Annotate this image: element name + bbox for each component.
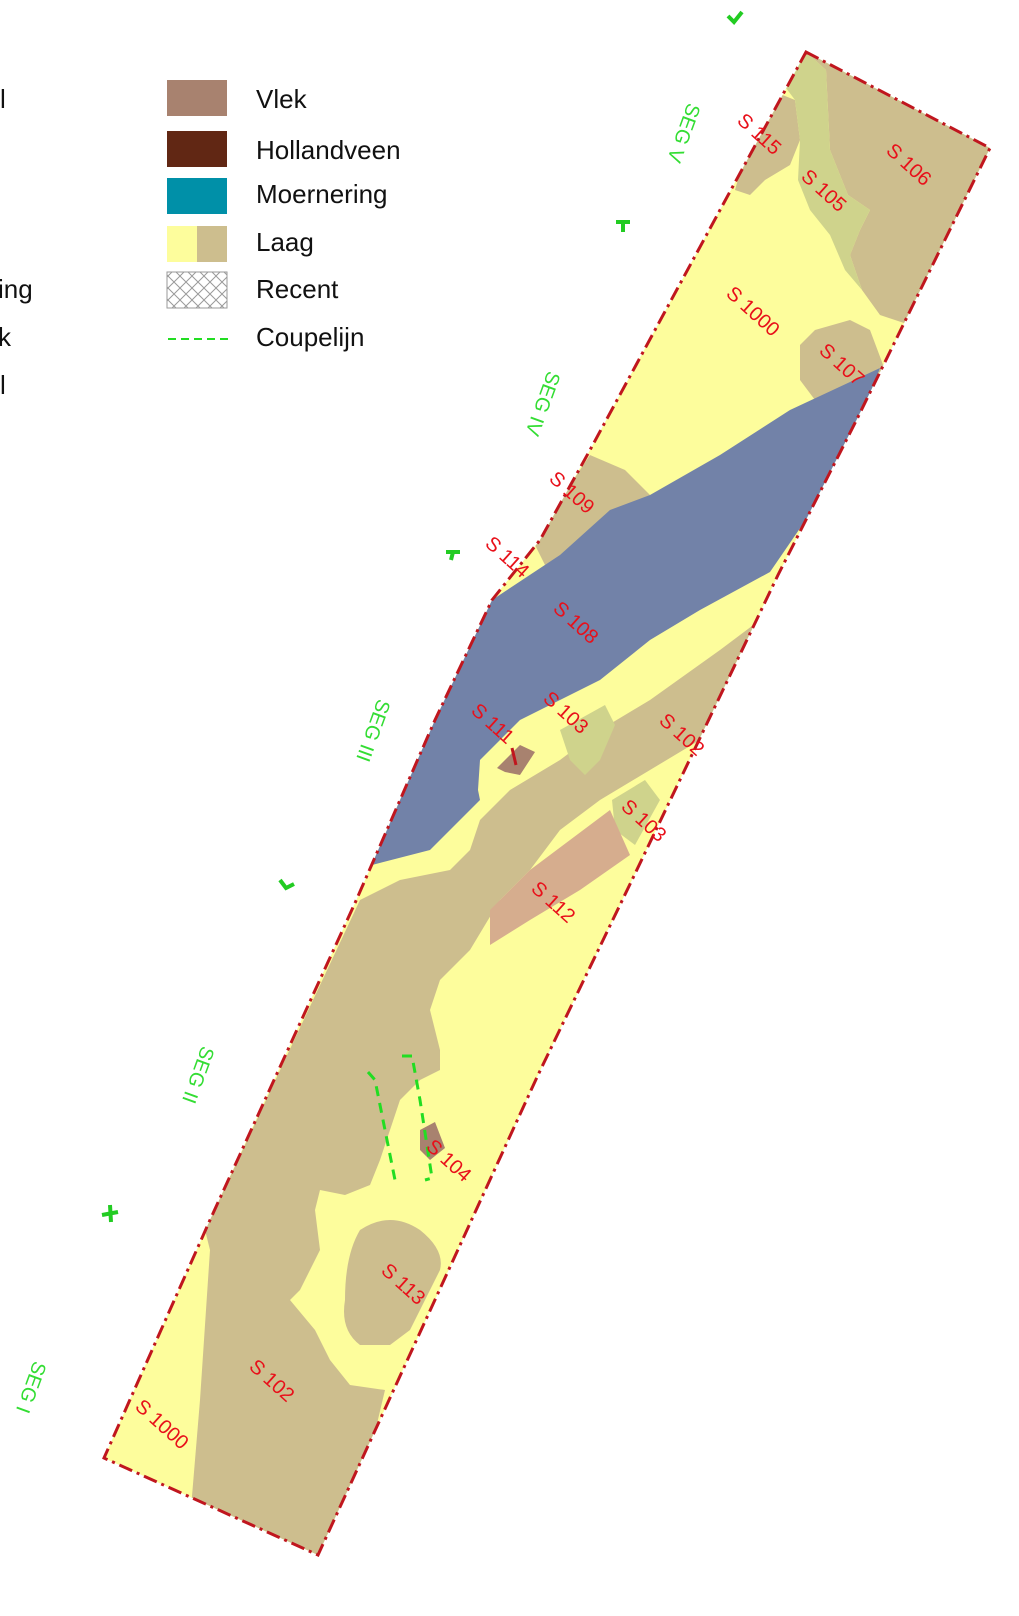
zone-s107 bbox=[800, 320, 885, 400]
zone-s103-b bbox=[612, 780, 660, 845]
legend-label-vlek: Vlek bbox=[256, 84, 308, 114]
red-tick bbox=[510, 747, 518, 766]
legend-swatch-vlek bbox=[167, 80, 227, 116]
truncated-label: ing bbox=[0, 274, 33, 304]
segment-label: SEG I bbox=[11, 1358, 50, 1416]
segment-label: SEG IV bbox=[520, 368, 564, 439]
truncated-label: l bbox=[0, 84, 6, 114]
coupelijn-line-2 bbox=[402, 1054, 434, 1182]
truncated-label: l bbox=[0, 370, 6, 400]
legend-label-hollandveen: Hollandveen bbox=[256, 135, 401, 165]
zone-s106 bbox=[806, 52, 990, 325]
truncated-label: k bbox=[0, 322, 12, 352]
strip-boundary bbox=[102, 49, 992, 1557]
marker-icon bbox=[101, 1204, 119, 1223]
legend-swatch-laag-dark bbox=[197, 226, 227, 262]
legend: Vlek Hollandveen Moernering Laag Recent … bbox=[166, 80, 401, 352]
marker-icon bbox=[278, 878, 295, 891]
zone-s112 bbox=[490, 810, 630, 945]
truncated-legend: l ing k l bbox=[0, 84, 33, 400]
segment-label: SEG V bbox=[662, 100, 704, 166]
legend-swatch-laag-light bbox=[167, 226, 197, 262]
segment-label: SEG III bbox=[351, 696, 394, 764]
legend-swatch-recent bbox=[166, 271, 228, 309]
marker-icon bbox=[616, 220, 630, 232]
zone-s109 bbox=[535, 455, 650, 565]
segment-label: SEG II bbox=[177, 1043, 218, 1106]
legend-swatch-hollandveen bbox=[167, 131, 227, 167]
legend-label-moernering: Moernering bbox=[256, 179, 388, 209]
section-markers bbox=[101, 10, 744, 1223]
marker-icon bbox=[446, 550, 460, 561]
zone-s113 bbox=[344, 1220, 441, 1345]
zone-s108 bbox=[372, 368, 880, 865]
legend-swatch-moernering bbox=[167, 178, 227, 214]
coupelijn-line bbox=[366, 1071, 400, 1182]
zone-s103-a bbox=[560, 705, 615, 775]
legend-label-recent: Recent bbox=[256, 274, 339, 304]
zone-s105 bbox=[780, 52, 870, 290]
legend-label-laag: Laag bbox=[256, 227, 314, 257]
marker-icon bbox=[726, 10, 744, 25]
zone-s115 bbox=[735, 90, 800, 195]
legend-label-coupelijn: Coupelijn bbox=[256, 322, 364, 352]
zone-s102-main bbox=[190, 620, 760, 1555]
